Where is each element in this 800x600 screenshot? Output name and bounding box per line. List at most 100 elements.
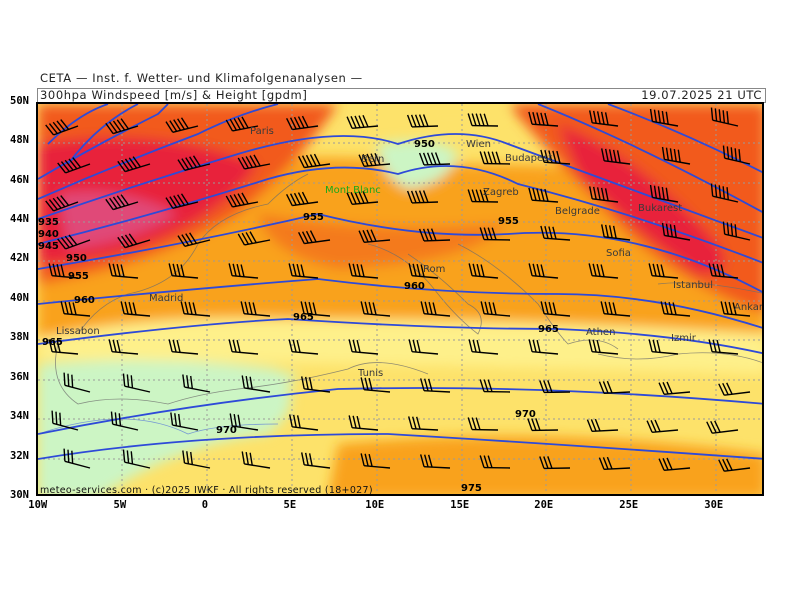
jet-core-east — [558, 124, 725, 274]
map-title: 300hpa Windspeed [m/s] & Height [gpdm] — [40, 88, 308, 102]
wind-barb — [420, 301, 451, 317]
contour-930 — [47, 104, 109, 145]
weather-map[interactable]: Paris Bern Wien Budapest Zagreb Belgrade Bukar… — [36, 102, 764, 496]
lat-tick-label: 46N — [10, 174, 29, 186]
wind-barb — [228, 339, 259, 355]
wind-barb — [467, 417, 499, 431]
wind-barb — [285, 115, 319, 131]
lat-tick-label: 44N — [10, 213, 29, 225]
city-label: Rom — [423, 264, 445, 275]
wind-barb — [598, 380, 631, 395]
coastline-balkans — [457, 243, 619, 350]
map-datetime: 19.07.2025 21 UTC — [641, 88, 762, 102]
wind-barb — [168, 339, 199, 355]
wind-barb — [710, 183, 739, 203]
city-label: Budapest — [505, 153, 552, 164]
wind-barb — [168, 263, 199, 279]
wind-barb — [658, 457, 691, 471]
wind-barb — [45, 195, 79, 212]
wind-barb — [170, 412, 199, 431]
city-label: Sofia — [606, 248, 631, 259]
wind-barb — [479, 455, 511, 469]
wind-barb — [177, 232, 211, 247]
wind-barb — [708, 339, 739, 355]
wind-barb — [225, 116, 259, 132]
contour-label: 935 — [38, 217, 59, 228]
city-label: Tunis — [357, 368, 383, 379]
wind-barb — [600, 224, 631, 241]
wind-barb — [586, 418, 619, 433]
wind-barb — [528, 111, 559, 127]
wind-barb — [228, 263, 259, 279]
wind-barb — [468, 339, 499, 355]
map-labels: Paris Bern Wien Budapest Zagreb Belgrade Bukar… — [38, 126, 762, 494]
wind-barb — [588, 339, 619, 355]
wind-barb — [718, 458, 751, 472]
wind-barb — [241, 375, 271, 393]
wind-barb — [237, 154, 271, 170]
contour-960 — [38, 278, 762, 329]
wind-barb — [467, 189, 499, 203]
city-label: Bern — [361, 154, 384, 165]
wind-barb — [528, 263, 559, 279]
city-label: Zagreb — [483, 187, 519, 198]
city-label: Lissabon — [56, 326, 100, 337]
wind-barb — [117, 156, 151, 173]
lon-tick-label: 25E — [619, 499, 639, 511]
lat-tick-label: 34N — [10, 410, 29, 422]
wind-barb — [63, 372, 91, 393]
wind-barb — [120, 301, 151, 317]
wind-barb — [241, 451, 271, 469]
contour-945 — [38, 133, 762, 239]
wind-barb — [467, 113, 499, 127]
wind-barb — [722, 145, 751, 165]
lon-tick-label: 5W — [113, 499, 127, 511]
wind-barb — [419, 378, 451, 393]
wind-barb — [57, 157, 91, 174]
copyright-footer: meteo-services.com · (c)2025 IWKF · All … — [40, 485, 373, 496]
city-label: Bukarest — [638, 203, 682, 214]
wind-barb — [406, 114, 439, 128]
wind-barb — [540, 225, 571, 241]
wind-barb — [180, 301, 211, 317]
coastline-iberia-france — [77, 173, 309, 335]
wind-barb — [722, 221, 751, 241]
lat-tick-label: 50N — [10, 95, 29, 107]
wind-barb — [346, 114, 379, 129]
city-label: Wien — [466, 139, 491, 150]
contour-970 — [38, 387, 762, 435]
wind-barb — [720, 301, 751, 317]
contour-label: 955 — [303, 212, 324, 223]
lon-tick-label: 5E — [283, 499, 297, 511]
wind-barb — [51, 410, 79, 431]
wind-barb — [105, 194, 139, 211]
wind-speed-shading — [38, 104, 762, 494]
header-institute: CETA — Inst. f. Wetter- und Klimafolgena… — [40, 71, 363, 85]
wind-barb — [105, 118, 139, 135]
contour-label: 955 — [498, 216, 519, 227]
city-label: Istanbul — [673, 280, 713, 291]
wind-barb — [418, 152, 451, 166]
wind-barbs — [45, 107, 751, 472]
contour-940 — [38, 104, 279, 200]
wind-barb — [110, 411, 139, 431]
lat-tick-label: 48N — [10, 134, 29, 146]
wind-barb — [661, 222, 691, 241]
contour-950 — [38, 165, 762, 264]
wind-barb — [598, 456, 631, 471]
wind-barb — [297, 153, 331, 169]
wind-barb — [165, 193, 199, 209]
contour-label: 965 — [42, 337, 63, 348]
jet-max — [58, 191, 178, 249]
wind-barb — [588, 110, 619, 127]
city-label: Izmir — [671, 333, 697, 344]
lat-tick-label: 32N — [10, 450, 29, 462]
wind-barb — [177, 155, 211, 171]
contour-label: 965 — [293, 312, 314, 323]
alpine-calm — [378, 140, 458, 189]
wind-barb — [229, 413, 259, 431]
wind-barb — [288, 339, 319, 355]
wind-barb — [63, 448, 91, 469]
north-yellow — [418, 104, 508, 134]
wind-barb — [706, 420, 739, 434]
